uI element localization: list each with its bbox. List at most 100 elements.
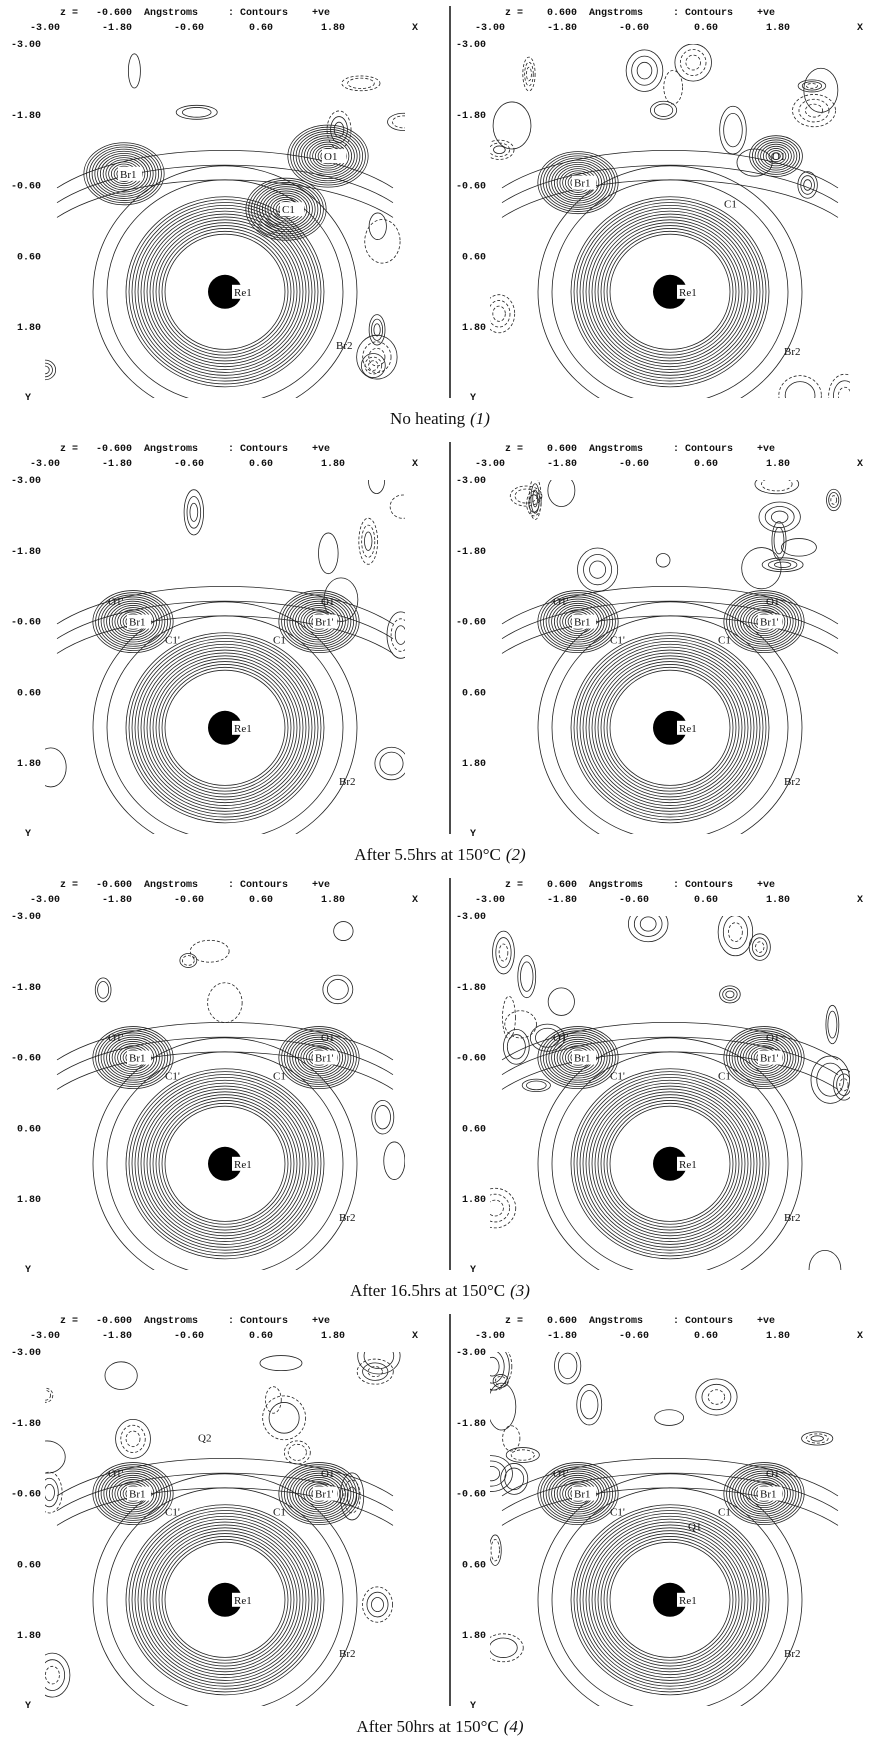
contour xyxy=(371,319,382,340)
contour-map: z = -0.600 Angstroms : Contours +ve-3.00… xyxy=(11,444,418,854)
contour xyxy=(511,1450,534,1460)
contour xyxy=(806,1434,828,1443)
contour xyxy=(40,1660,65,1691)
y-tick-label: 0.60 xyxy=(17,1124,41,1135)
contour xyxy=(365,220,400,264)
atom-label: C1 xyxy=(273,1506,286,1518)
atom-label: Br1' xyxy=(315,1489,334,1501)
contour xyxy=(729,923,743,942)
y-tick-label: -1.80 xyxy=(11,983,41,994)
x-tick-label: -1.80 xyxy=(547,23,577,34)
contour xyxy=(367,1592,388,1617)
y-tick-label: -0.60 xyxy=(456,1490,486,1501)
x-tick-label: -1.80 xyxy=(102,23,132,34)
contour xyxy=(526,1081,546,1090)
x-axis-label: X xyxy=(857,895,863,906)
atom-label: C1 xyxy=(718,1506,731,1518)
atom-label: Re1 xyxy=(234,287,252,299)
atom-label: Br1 xyxy=(574,178,591,190)
atom-label: Q1 xyxy=(688,1521,701,1533)
contour-map: z = 0.600 Angstroms : Contours +ve-3.00-… xyxy=(456,1316,863,1726)
y-tick-label: 1.80 xyxy=(462,1195,486,1206)
atom-label: Br1' xyxy=(315,617,334,629)
contour xyxy=(128,54,140,88)
contour xyxy=(752,938,767,957)
atom-label: C1 xyxy=(718,1070,731,1082)
contour xyxy=(489,1638,517,1658)
contour xyxy=(655,1410,684,1426)
y-tick-label: -0.60 xyxy=(11,182,41,193)
contour-map: z = -0.600 Angstroms : Contours +ve-3.00… xyxy=(11,1316,418,1726)
contour xyxy=(364,532,372,550)
y-axis-label: Y xyxy=(25,393,31,404)
atom-label: C1 xyxy=(724,198,737,210)
contour xyxy=(374,324,380,336)
atom-label: Br2 xyxy=(784,346,801,358)
y-tick-label: 0.60 xyxy=(462,252,486,263)
contour xyxy=(187,496,201,528)
x-tick-label: 1.80 xyxy=(321,459,345,470)
y-tick-label: -1.80 xyxy=(11,1419,41,1430)
contour xyxy=(319,533,339,574)
atom-label: Br1 xyxy=(129,617,146,629)
contour xyxy=(656,553,670,567)
contours xyxy=(483,44,860,418)
contour-map: z = 0.600 Angstroms : Contours +ve-3.00-… xyxy=(456,880,863,1290)
contour xyxy=(375,1105,390,1129)
atom-label: Re1 xyxy=(234,723,252,735)
contour-map: z = 0.600 Angstroms : Contours +ve-3.00-… xyxy=(456,444,863,854)
x-tick-label: -0.60 xyxy=(619,23,649,34)
contours xyxy=(57,922,405,1290)
contour xyxy=(488,300,510,327)
contour xyxy=(632,56,658,85)
contour xyxy=(637,62,652,79)
y-tick-label: -3.00 xyxy=(11,1348,41,1359)
x-tick-label: 0.60 xyxy=(694,895,718,906)
x-tick-label: -1.80 xyxy=(102,1331,132,1342)
atom-label: C1 xyxy=(282,204,295,216)
y-tick-label: 0.60 xyxy=(17,688,41,699)
atom-label: O1' xyxy=(108,596,123,608)
contour xyxy=(811,1436,824,1441)
x-tick-label: -0.60 xyxy=(174,1331,204,1342)
contour xyxy=(391,619,410,652)
atom-label: Br2 xyxy=(784,1212,801,1224)
contour xyxy=(392,116,415,128)
caption-text: After 50hrs at 150°C xyxy=(356,1717,498,1736)
y-tick-label: 0.60 xyxy=(462,688,486,699)
y-tick-label: -1.80 xyxy=(11,111,41,122)
x-tick-label: 1.80 xyxy=(766,895,790,906)
contour xyxy=(496,938,511,968)
y-axis-label: Y xyxy=(25,1701,31,1712)
contour xyxy=(190,503,198,521)
y-axis-label: Y xyxy=(470,393,476,404)
caption-number: (2) xyxy=(506,845,526,864)
atom-label: O1 xyxy=(324,151,337,163)
x-tick-label: 0.60 xyxy=(249,1331,273,1342)
contour xyxy=(520,962,533,992)
contour xyxy=(502,180,838,218)
contours xyxy=(34,54,419,418)
atom-label: C1' xyxy=(165,634,180,646)
contour xyxy=(590,561,606,578)
contour xyxy=(801,176,815,195)
contour xyxy=(41,1478,59,1507)
y-tick-label: -1.80 xyxy=(11,547,41,558)
contour xyxy=(126,1431,140,1447)
y-tick-label: -3.00 xyxy=(456,476,486,487)
atom-label: Br1' xyxy=(315,1053,334,1065)
contour xyxy=(369,213,386,240)
atom-label: C1' xyxy=(610,1070,625,1082)
contour xyxy=(664,70,683,104)
contour xyxy=(493,306,505,321)
atom-label: C1 xyxy=(718,634,731,646)
contour xyxy=(121,1425,145,1452)
x-tick-label: -1.80 xyxy=(102,895,132,906)
contour xyxy=(680,50,706,76)
atom-label: O1 xyxy=(766,1032,779,1044)
contour xyxy=(774,527,784,554)
y-tick-label: -3.00 xyxy=(11,912,41,923)
atom-label: Re1 xyxy=(234,1159,252,1171)
y-tick-label: 0.60 xyxy=(17,252,41,263)
atom-label: C1' xyxy=(610,1506,625,1518)
